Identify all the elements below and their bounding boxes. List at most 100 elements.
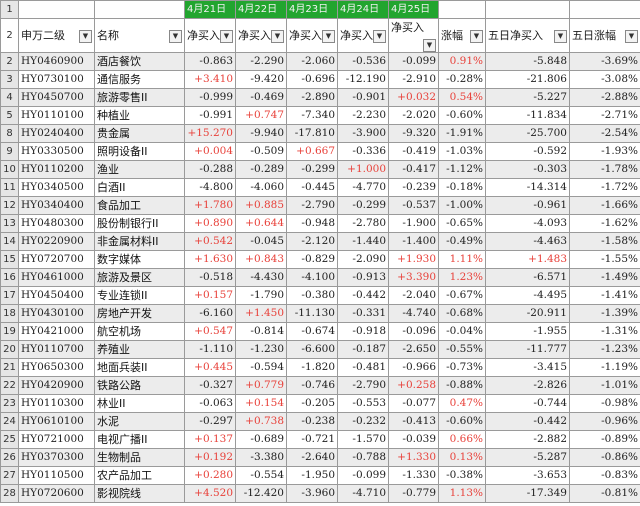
row-number[interactable]: 11 xyxy=(0,178,19,197)
date-cell[interactable]: 4月21日 xyxy=(184,0,236,19)
header-net-buy[interactable]: 净买入 ▼ xyxy=(286,18,338,53)
value-cell[interactable]: -9.320 xyxy=(388,124,439,143)
row-number[interactable]: 5 xyxy=(0,106,19,125)
value-cell[interactable]: -1.19% xyxy=(569,358,640,377)
value-cell[interactable]: -2.71% xyxy=(569,106,640,125)
value-cell[interactable]: -1.78% xyxy=(569,160,640,179)
value-cell[interactable]: -2.640 xyxy=(286,448,338,467)
value-cell[interactable]: -4.093 xyxy=(485,214,570,233)
value-cell[interactable]: -21.806 xyxy=(485,70,570,89)
sector-code-cell[interactable]: HY0730100 xyxy=(18,70,95,89)
value-cell[interactable]: -1.900 xyxy=(388,214,439,233)
header-net-buy[interactable]: 净买入 ▼ xyxy=(184,18,236,53)
value-cell[interactable]: -2.910 xyxy=(388,70,439,89)
filter-dropdown-icon[interactable]: ▼ xyxy=(423,39,436,52)
value-cell[interactable]: -0.417 xyxy=(388,160,439,179)
value-cell[interactable]: +0.890 xyxy=(184,214,236,233)
value-cell[interactable]: +0.280 xyxy=(184,466,236,485)
value-cell[interactable]: -2.882 xyxy=(485,430,570,449)
value-cell[interactable]: -0.674 xyxy=(286,322,338,341)
value-cell[interactable]: 1.13% xyxy=(438,484,486,503)
filter-dropdown-icon[interactable]: ▼ xyxy=(470,30,483,43)
value-cell[interactable]: -3.653 xyxy=(485,466,570,485)
value-cell[interactable]: -0.187 xyxy=(337,340,389,359)
value-cell[interactable]: -0.918 xyxy=(337,322,389,341)
value-cell[interactable]: -0.948 xyxy=(286,214,338,233)
sector-name-cell[interactable]: 食品加工 xyxy=(94,196,185,215)
value-cell[interactable]: -0.099 xyxy=(388,52,439,71)
header-change[interactable]: 涨幅 ▼ xyxy=(438,18,486,53)
row-number[interactable]: 22 xyxy=(0,376,19,395)
value-cell[interactable]: -0.999 xyxy=(184,88,236,107)
value-cell[interactable]: -1.49% xyxy=(569,268,640,287)
sector-name-cell[interactable]: 房地产开发 xyxy=(94,304,185,323)
value-cell[interactable]: 0.91% xyxy=(438,52,486,71)
row-number[interactable]: 19 xyxy=(0,322,19,341)
value-cell[interactable]: +0.154 xyxy=(235,394,287,413)
value-cell[interactable]: +0.192 xyxy=(184,448,236,467)
value-cell[interactable]: -0.746 xyxy=(286,376,338,395)
row-number[interactable]: 3 xyxy=(0,70,19,89)
value-cell[interactable]: -0.297 xyxy=(184,412,236,431)
value-cell[interactable]: -0.289 xyxy=(235,160,287,179)
value-cell[interactable]: -0.696 xyxy=(286,70,338,89)
value-cell[interactable]: -1.790 xyxy=(235,286,287,305)
value-cell[interactable]: +0.258 xyxy=(388,376,439,395)
value-cell[interactable]: -20.911 xyxy=(485,304,570,323)
value-cell[interactable]: -0.469 xyxy=(235,88,287,107)
value-cell[interactable]: +0.644 xyxy=(235,214,287,233)
value-cell[interactable]: -1.55% xyxy=(569,250,640,269)
value-cell[interactable]: -0.721 xyxy=(286,430,338,449)
row-number[interactable]: 21 xyxy=(0,358,19,377)
sector-code-cell[interactable]: HY0720600 xyxy=(18,484,95,503)
value-cell[interactable]: -1.39% xyxy=(569,304,640,323)
value-cell[interactable]: 0.13% xyxy=(438,448,486,467)
sector-code-cell[interactable]: HY0721000 xyxy=(18,430,95,449)
value-cell[interactable]: -14.314 xyxy=(485,178,570,197)
value-cell[interactable]: -0.419 xyxy=(388,142,439,161)
date-cell[interactable]: 4月25日 xyxy=(388,0,439,19)
value-cell[interactable]: -0.89% xyxy=(569,430,640,449)
value-cell[interactable]: -4.770 xyxy=(337,178,389,197)
value-cell[interactable]: -6.160 xyxy=(184,304,236,323)
sector-name-cell[interactable]: 水泥 xyxy=(94,412,185,431)
value-cell[interactable]: +3.390 xyxy=(388,268,439,287)
row-number[interactable]: 27 xyxy=(0,466,19,485)
value-cell[interactable]: -1.330 xyxy=(388,466,439,485)
value-cell[interactable]: 0.54% xyxy=(438,88,486,107)
filter-dropdown-icon[interactable]: ▼ xyxy=(79,30,92,43)
value-cell[interactable]: -1.41% xyxy=(569,286,640,305)
value-cell[interactable]: -2.290 xyxy=(235,52,287,71)
value-cell[interactable]: -0.288 xyxy=(184,160,236,179)
value-cell[interactable]: -11.834 xyxy=(485,106,570,125)
value-cell[interactable]: -0.788 xyxy=(337,448,389,467)
sector-code-cell[interactable]: HY0340400 xyxy=(18,196,95,215)
blank-cell[interactable] xyxy=(438,0,486,19)
sector-name-cell[interactable]: 种植业 xyxy=(94,106,185,125)
value-cell[interactable]: -1.03% xyxy=(438,142,486,161)
filter-dropdown-icon[interactable]: ▼ xyxy=(322,30,335,43)
value-cell[interactable]: +0.747 xyxy=(235,106,287,125)
value-cell[interactable]: -0.413 xyxy=(388,412,439,431)
value-cell[interactable]: -0.099 xyxy=(337,466,389,485)
row-number[interactable]: 10 xyxy=(0,160,19,179)
value-cell[interactable]: -1.110 xyxy=(184,340,236,359)
sector-code-cell[interactable]: HY0450400 xyxy=(18,286,95,305)
value-cell[interactable]: -0.554 xyxy=(235,466,287,485)
value-cell[interactable]: -1.58% xyxy=(569,232,640,251)
value-cell[interactable]: -0.239 xyxy=(388,178,439,197)
value-cell[interactable]: +1.000 xyxy=(337,160,389,179)
value-cell[interactable]: -9.940 xyxy=(235,124,287,143)
sector-code-cell[interactable]: HY0450700 xyxy=(18,88,95,107)
value-cell[interactable]: -4.740 xyxy=(388,304,439,323)
row-number[interactable]: 26 xyxy=(0,448,19,467)
value-cell[interactable]: -0.238 xyxy=(286,412,338,431)
value-cell[interactable]: -11.777 xyxy=(485,340,570,359)
value-cell[interactable]: -0.380 xyxy=(286,286,338,305)
value-cell[interactable]: -0.045 xyxy=(235,232,287,251)
sector-code-cell[interactable]: HY0461000 xyxy=(18,268,95,287)
value-cell[interactable]: -2.54% xyxy=(569,124,640,143)
value-cell[interactable]: -0.38% xyxy=(438,466,486,485)
sector-code-cell[interactable]: HY0430100 xyxy=(18,304,95,323)
value-cell[interactable]: +0.445 xyxy=(184,358,236,377)
